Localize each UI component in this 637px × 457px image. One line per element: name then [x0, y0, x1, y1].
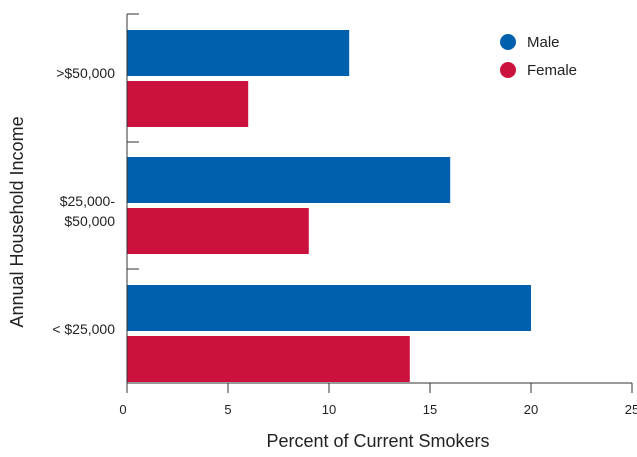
legend-label-male: Male: [527, 34, 560, 51]
legend: Male Female: [500, 34, 577, 79]
y-axis-title: Annual Household Income: [7, 116, 27, 327]
x-tick-label-4: 20: [524, 402, 538, 417]
x-tick-label-5: 25: [625, 402, 637, 417]
bar-female-0: [127, 81, 249, 127]
category-label-line: $50,000: [64, 213, 115, 229]
x-tick-label-2: 10: [322, 402, 336, 417]
category-label-1: $25,000- $50,000: [60, 193, 116, 229]
bars-layer: [127, 30, 531, 382]
legend-marker-female: [500, 62, 516, 78]
category-label-line: < $25,000: [52, 321, 115, 337]
axes-layer: [126, 13, 633, 393]
labels-layer: 0 5 10 15 20 25 >$50,000 $25,000- $50,000 < $25,0…: [52, 65, 637, 417]
category-label-0: >$50,000: [56, 65, 115, 81]
x-axis-title: Percent of Current Smokers: [266, 431, 489, 451]
category-label-2: < $25,000: [52, 321, 115, 337]
bar-male-0: [127, 30, 350, 76]
category-label-line: >$50,000: [56, 65, 115, 81]
bar-male-1: [127, 157, 451, 203]
bar-female-1: [127, 208, 309, 254]
category-label-line: $25,000-: [60, 193, 116, 209]
x-tick-label-3: 15: [423, 402, 437, 417]
legend-label-female: Female: [527, 62, 577, 79]
legend-marker-male: [500, 34, 516, 50]
bar-female-2: [127, 336, 410, 382]
x-tick-label-0: 0: [119, 402, 126, 417]
x-tick-label-1: 5: [224, 402, 231, 417]
bar-male-2: [127, 285, 531, 331]
